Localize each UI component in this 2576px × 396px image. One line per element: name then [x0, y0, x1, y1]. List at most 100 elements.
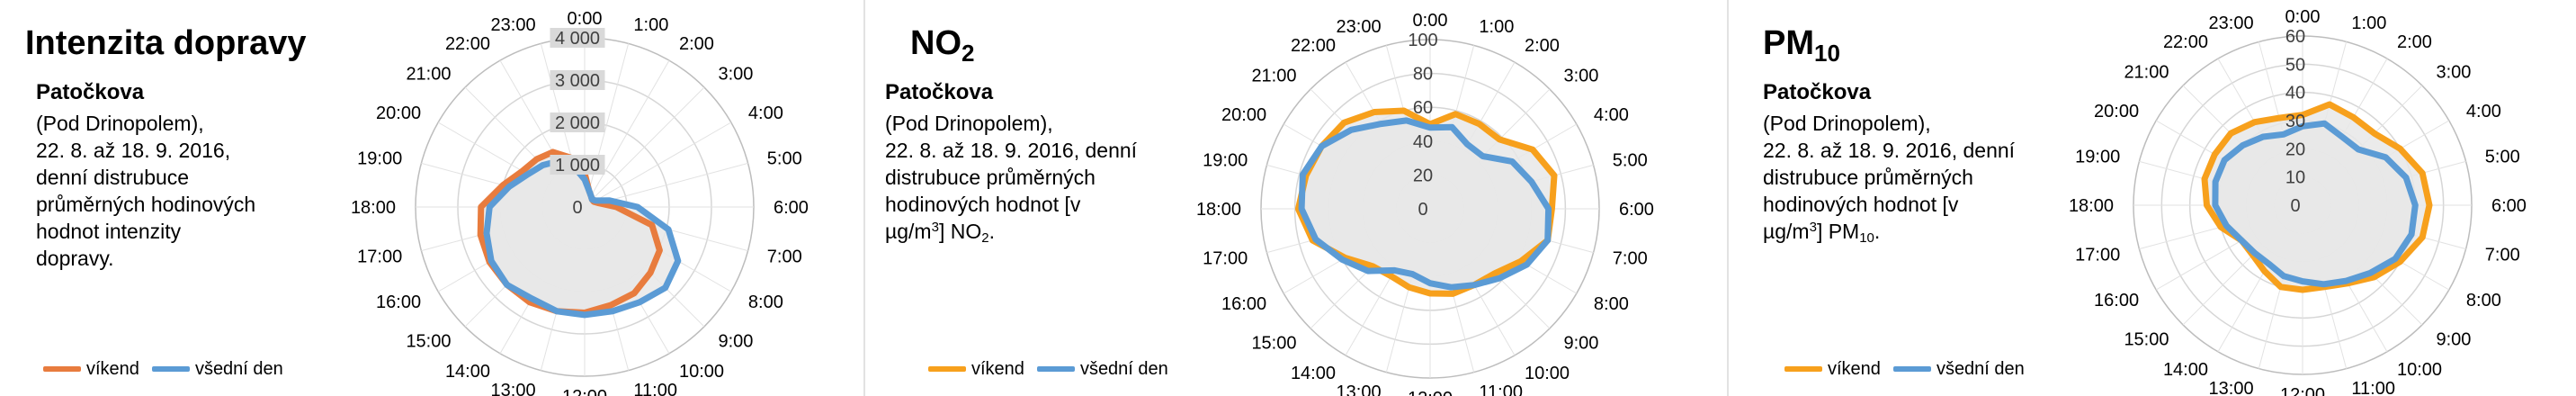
legend-item-weekday: všední den — [1036, 358, 1168, 380]
svg-text:40: 40 — [2285, 84, 2305, 104]
series-area — [487, 161, 678, 315]
axis-tick-label: 10 — [2285, 168, 2305, 188]
axis-tick-label: 80 — [1413, 65, 1433, 85]
category-label: 20:00 — [376, 104, 421, 123]
category-label: 8:00 — [748, 292, 783, 312]
category-label: 23:00 — [491, 15, 536, 35]
category-label: 22:00 — [445, 34, 490, 54]
legend-swatch-weekday — [151, 366, 190, 372]
category-label: 0:00 — [1413, 11, 1448, 31]
category-label: 10:00 — [679, 362, 724, 382]
axis-tick-label: 50 — [2285, 55, 2305, 75]
svg-text:1 000: 1 000 — [555, 156, 600, 176]
legend-swatch-weekday — [1036, 366, 1075, 372]
category-label: 17:00 — [357, 247, 402, 266]
category-label: 0:00 — [2285, 7, 2321, 27]
axis-tick-label: 100 — [1408, 31, 1437, 50]
series-line-weekday — [483, 158, 682, 319]
category-label: 16:00 — [376, 292, 421, 312]
category-label: 16:00 — [1221, 294, 1266, 314]
svg-text:100: 100 — [1408, 31, 1437, 50]
legend-item-weekend: víkend — [43, 358, 139, 380]
category-label: 11:00 — [1479, 382, 1523, 396]
panel-title: NO2 — [910, 24, 975, 67]
radar-chart-pm10: 0 10 20 30 40 50 60 1:00 2:003:00 4:00 5:00 6:00 7:0… — [2069, 7, 2527, 396]
category-label: 2:00 — [1525, 36, 1560, 56]
legend-swatch-weekday — [1892, 366, 1931, 372]
panel-divider — [1727, 0, 1729, 396]
category-label: 13:00 — [2209, 379, 2254, 396]
svg-text:40: 40 — [1413, 132, 1433, 152]
svg-text:20: 20 — [2285, 140, 2305, 159]
panel-title: PM10 — [1763, 24, 1840, 67]
legend-item-weekend: víkend — [1784, 358, 1881, 380]
axis-tick-label: 20 — [1413, 166, 1433, 185]
category-label: 14:00 — [1291, 364, 1336, 383]
chart-description: (Pod Drinopolem), 22. 8. až 18. 9. 2016,… — [1763, 112, 2016, 246]
category-label: 19:00 — [357, 149, 402, 169]
panel-traffic-intensity: Intenzita dopravy Patočkova (Pod Drinopo… — [0, 0, 863, 396]
category-label: 9:00 — [719, 332, 754, 352]
axis-tick-label: 0 — [2290, 196, 2300, 216]
radar-chart-no2: 0 20 40 60 80 100 1:00 2:003:00 4:00 5:00 6:00 7:00… — [1196, 11, 1654, 396]
series-area — [2214, 123, 2416, 284]
category-label: 16:00 — [2094, 291, 2139, 310]
axis-tick-label: 2 000 — [550, 112, 605, 133]
category-label: 2:00 — [2397, 32, 2432, 52]
svg-text:10: 10 — [2285, 168, 2305, 188]
category-label: 7:00 — [767, 247, 802, 266]
category-label: 7:00 — [1613, 248, 1648, 268]
grid-spoke — [584, 86, 705, 208]
svg-text:3 000: 3 000 — [555, 71, 600, 91]
category-label: 5:00 — [1613, 151, 1648, 171]
svg-text:2 000: 2 000 — [555, 113, 600, 133]
legend: víkend všední den — [1784, 358, 2037, 380]
axis-tick-label: 40 — [1413, 132, 1433, 152]
category-label: 10:00 — [1525, 364, 1570, 383]
category-label: 3:00 — [2437, 63, 2472, 83]
svg-text:80: 80 — [1413, 65, 1433, 85]
chart-description: (Pod Drinopolem), 22. 8. až 18. 9. 2016,… — [885, 112, 1138, 246]
category-label: 5:00 — [767, 149, 802, 169]
category-label: 0:00 — [568, 9, 603, 29]
grid-spoke — [584, 59, 670, 208]
category-label: 17:00 — [2075, 245, 2120, 265]
grid-spoke — [584, 122, 732, 208]
panel-pm10: PM10 Patočkova (Pod Drinopolem), 22. 8. … — [1727, 0, 2576, 396]
chart-description: (Pod Drinopolem), 22. 8. až 18. 9. 2016,… — [36, 112, 256, 270]
category-label: 21:00 — [2124, 63, 2169, 83]
category-label: 20:00 — [2094, 102, 2139, 122]
category-label: 3:00 — [719, 65, 754, 85]
category-label: 11:00 — [633, 381, 677, 396]
category-label: 1:00 — [633, 15, 668, 35]
category-label: 8:00 — [1594, 294, 1629, 314]
axis-tick-label: 1 000 — [550, 155, 605, 176]
category-label: 18:00 — [2069, 196, 2114, 216]
category-label: 5:00 — [2485, 148, 2520, 167]
svg-text:0: 0 — [1418, 200, 1427, 220]
category-label: 17:00 — [1203, 248, 1248, 268]
axis-tick-label: 60 — [1413, 98, 1433, 118]
category-label: 13:00 — [1337, 382, 1382, 396]
legend-swatch-weekend — [43, 366, 81, 372]
category-label: 6:00 — [2491, 196, 2527, 216]
category-label: 7:00 — [2485, 245, 2520, 265]
axis-tick-label: 0 — [572, 198, 582, 218]
category-label: 6:00 — [1619, 200, 1654, 220]
category-label: 2:00 — [679, 34, 714, 54]
category-label: 6:00 — [774, 198, 809, 218]
category-label: 15:00 — [406, 332, 451, 352]
category-label: 19:00 — [2075, 148, 2120, 167]
svg-text:30: 30 — [2285, 112, 2305, 131]
category-label: 4:00 — [2466, 102, 2501, 122]
category-label: 13:00 — [491, 381, 536, 396]
axis-tick-label: 60 — [2285, 27, 2305, 47]
category-label: 22:00 — [1291, 36, 1336, 56]
svg-text:0: 0 — [2290, 196, 2300, 216]
series-line-weekday — [1298, 117, 1552, 291]
panel-title: Intenzita dopravy — [25, 24, 307, 62]
category-label: 15:00 — [1251, 334, 1296, 354]
axis-tick-label: 40 — [2285, 84, 2305, 104]
category-label: 9:00 — [1564, 334, 1599, 354]
category-label: 14:00 — [2163, 360, 2208, 380]
